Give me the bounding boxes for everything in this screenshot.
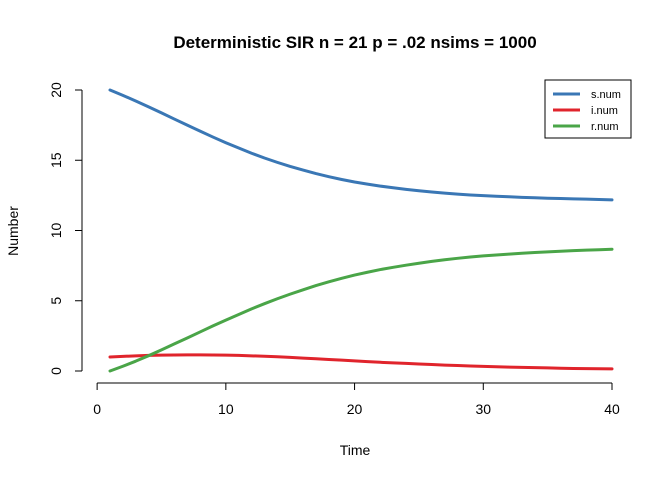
y-axis: 0 5 10 15 20 xyxy=(48,82,83,375)
x-tick-label: 40 xyxy=(604,401,620,417)
legend: s.num i.num r.num xyxy=(544,79,632,139)
x-tick-label: 0 xyxy=(93,401,101,417)
series-layer xyxy=(108,88,614,373)
x-axis: 0 10 20 30 40 xyxy=(93,382,620,417)
chart-title: Deterministic SIR n = 21 p = .02 nsims =… xyxy=(173,33,536,52)
y-tick-label: 0 xyxy=(48,367,64,375)
series-line-i-num xyxy=(108,353,614,371)
y-axis-label: Number xyxy=(5,206,21,256)
y-tick-label: 20 xyxy=(48,82,64,98)
legend-label: r.num xyxy=(591,121,619,133)
x-axis-label: Time xyxy=(340,442,371,458)
series-line-r-num xyxy=(108,247,614,373)
series-line-s-num xyxy=(108,88,614,202)
legend-label: i.num xyxy=(591,105,618,117)
x-tick-label: 20 xyxy=(347,401,363,417)
y-tick-label: 10 xyxy=(48,223,64,239)
y-tick-label: 15 xyxy=(48,152,64,168)
legend-label: s.num xyxy=(591,89,621,101)
y-tick-label: 5 xyxy=(48,297,64,305)
x-tick-label: 10 xyxy=(218,401,234,417)
x-tick-label: 30 xyxy=(475,401,491,417)
